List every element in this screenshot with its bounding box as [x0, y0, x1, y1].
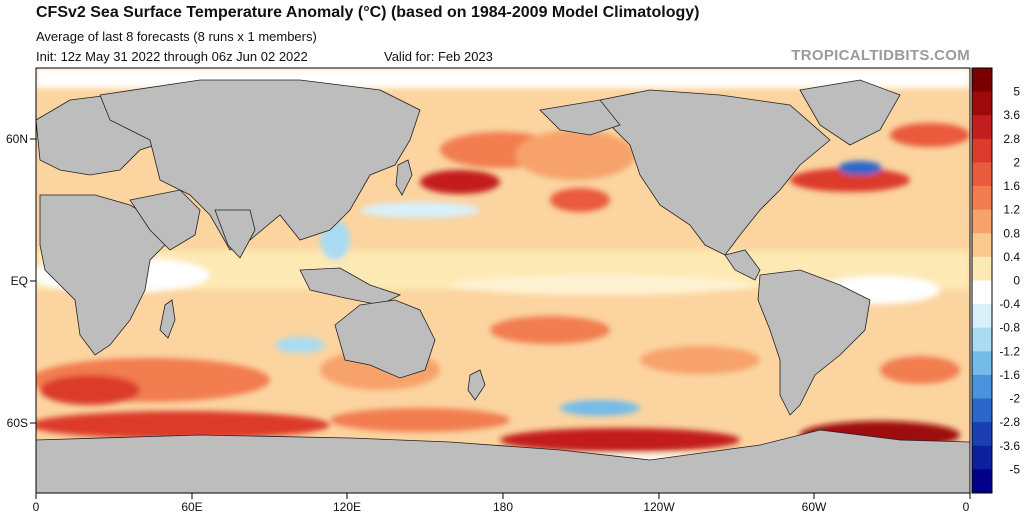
colorbar-swatch	[972, 280, 992, 305]
lon-label-120w: 120W	[643, 500, 675, 513]
colorbar-label: 2	[1013, 155, 1020, 169]
colorbar-frame	[971, 67, 993, 494]
colorbar-swatch	[972, 422, 992, 447]
map-title: CFSv2 Sea Surface Temperature Anomaly (°…	[36, 4, 700, 21]
new-zealand-landmass	[467, 369, 486, 401]
colorbar-label: -2.8	[999, 415, 1020, 429]
colorbar-label: -0.8	[999, 321, 1020, 335]
indonesia-landmass	[299, 267, 402, 306]
colorbar-label: -0.4	[999, 297, 1020, 311]
map-panel	[36, 68, 970, 493]
lat-label-eq: EQ	[11, 274, 28, 288]
valid-time: Valid for: Feb 2023	[384, 49, 493, 64]
lon-label-0: 0	[33, 500, 40, 513]
colorbar-label: -3.6	[999, 439, 1020, 453]
colorbar-label: -1.6	[999, 368, 1020, 382]
lat-label-60n: 60N	[6, 132, 28, 146]
colorbar-label: 0.8	[1003, 226, 1020, 240]
lon-label-60w: 60W	[802, 500, 827, 513]
colorbar: 5 3.6 2.8 2 1.6 1.2 0.8 0.4 0 -0.4 -0.8 -1.2 -1.6 -2 -…	[971, 67, 1020, 494]
north-america-landmass	[599, 89, 831, 256]
australia-landmass	[334, 299, 436, 379]
colorbar-swatch	[972, 469, 992, 494]
colorbar-label: 1.2	[1003, 203, 1020, 217]
colorbar-swatch	[972, 138, 992, 163]
land	[36, 79, 970, 493]
colorbar-swatch	[972, 256, 992, 281]
colorbar-label: 5	[1013, 85, 1020, 99]
brand-watermark: TROPICALTIDBITS.COM	[791, 47, 970, 64]
colorbar-swatch	[972, 91, 992, 116]
lon-label-60e: 60E	[181, 500, 202, 513]
colorbar-swatch	[972, 186, 992, 211]
colorbar-swatch	[972, 374, 992, 400]
india-landmass	[214, 209, 256, 259]
lon-axis: 0 60E 120E 180 120W 60W 0	[33, 493, 971, 513]
init-time: Init: 12z May 31 2022 through 06z Jun 02…	[36, 49, 308, 64]
colorbar-swatch	[972, 398, 992, 423]
south-america-landmass	[757, 269, 871, 416]
colorbar-swatch	[972, 209, 992, 234]
madagascar-landmass	[159, 299, 176, 339]
colorbar-label: -5	[1009, 462, 1020, 476]
colorbar-label: 3.6	[1003, 108, 1020, 122]
lon-label-120e: 120E	[333, 500, 361, 513]
lat-label-60s: 60S	[7, 416, 28, 430]
asia-landmass	[99, 79, 421, 251]
colorbar-label: 2.8	[1003, 132, 1020, 146]
antarctica-landmass	[36, 429, 970, 493]
colorbar-swatch	[972, 162, 992, 187]
colorbar-swatch	[972, 304, 992, 329]
colorbar-label: -1.2	[999, 344, 1020, 358]
lon-label-0-right: 0	[963, 500, 970, 513]
alaska-landmass	[539, 99, 621, 136]
colorbar-label: 0.4	[1003, 250, 1020, 264]
central-america-landmass	[724, 249, 761, 281]
colorbar-label: 0	[1013, 274, 1020, 288]
japan-landmass	[395, 159, 413, 196]
colorbar-swatch	[972, 327, 992, 352]
colorbar-swatch	[972, 351, 992, 376]
colorbar-swatch	[972, 68, 992, 93]
map-subtitle: Average of last 8 forecasts (8 runs x 1 …	[36, 29, 317, 44]
colorbar-label: 1.6	[1003, 179, 1020, 193]
colorbar-swatch	[972, 115, 992, 140]
colorbar-swatch	[972, 233, 992, 258]
colorbar-label: -2	[1009, 392, 1020, 406]
lon-label-180: 180	[493, 500, 513, 513]
lat-axis: 60N EQ 60S	[6, 132, 36, 430]
greenland-landmass	[799, 79, 901, 146]
colorbar-swatch	[972, 445, 992, 470]
